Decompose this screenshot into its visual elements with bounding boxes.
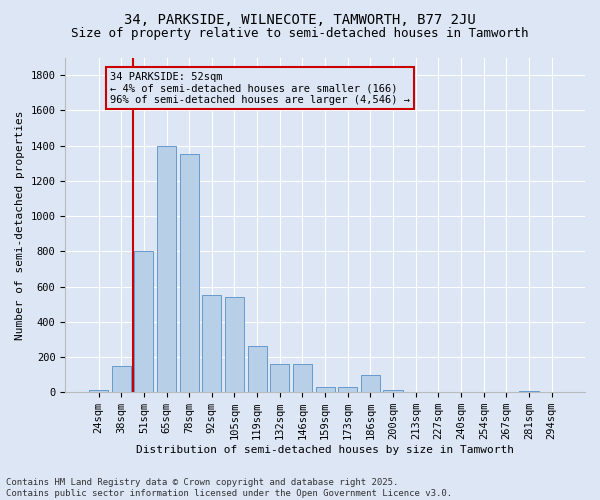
Bar (112, 366, 131, 392)
Bar (361, 374, 380, 392)
Bar (316, 387, 335, 392)
Bar (134, 252, 154, 392)
Bar (89, 390, 108, 392)
Bar (179, 154, 199, 392)
X-axis label: Distribution of semi-detached houses by size in Tamworth: Distribution of semi-detached houses by … (136, 445, 514, 455)
Bar (383, 390, 403, 392)
Text: 34 PARKSIDE: 52sqm
← 4% of semi-detached houses are smaller (166)
96% of semi-de: 34 PARKSIDE: 52sqm ← 4% of semi-detached… (110, 72, 410, 105)
Bar (293, 364, 312, 392)
Bar (270, 364, 289, 392)
Bar (157, 146, 176, 392)
Bar (248, 346, 267, 392)
Text: Size of property relative to semi-detached houses in Tamworth: Size of property relative to semi-detach… (71, 28, 529, 40)
Text: 34, PARKSIDE, WILNECOTE, TAMWORTH, B77 2JU: 34, PARKSIDE, WILNECOTE, TAMWORTH, B77 2… (124, 12, 476, 26)
Bar (202, 296, 221, 392)
Bar (225, 297, 244, 392)
Y-axis label: Number of semi-detached properties: Number of semi-detached properties (15, 110, 25, 340)
Bar (338, 388, 358, 392)
Text: Contains HM Land Registry data © Crown copyright and database right 2025.
Contai: Contains HM Land Registry data © Crown c… (6, 478, 452, 498)
